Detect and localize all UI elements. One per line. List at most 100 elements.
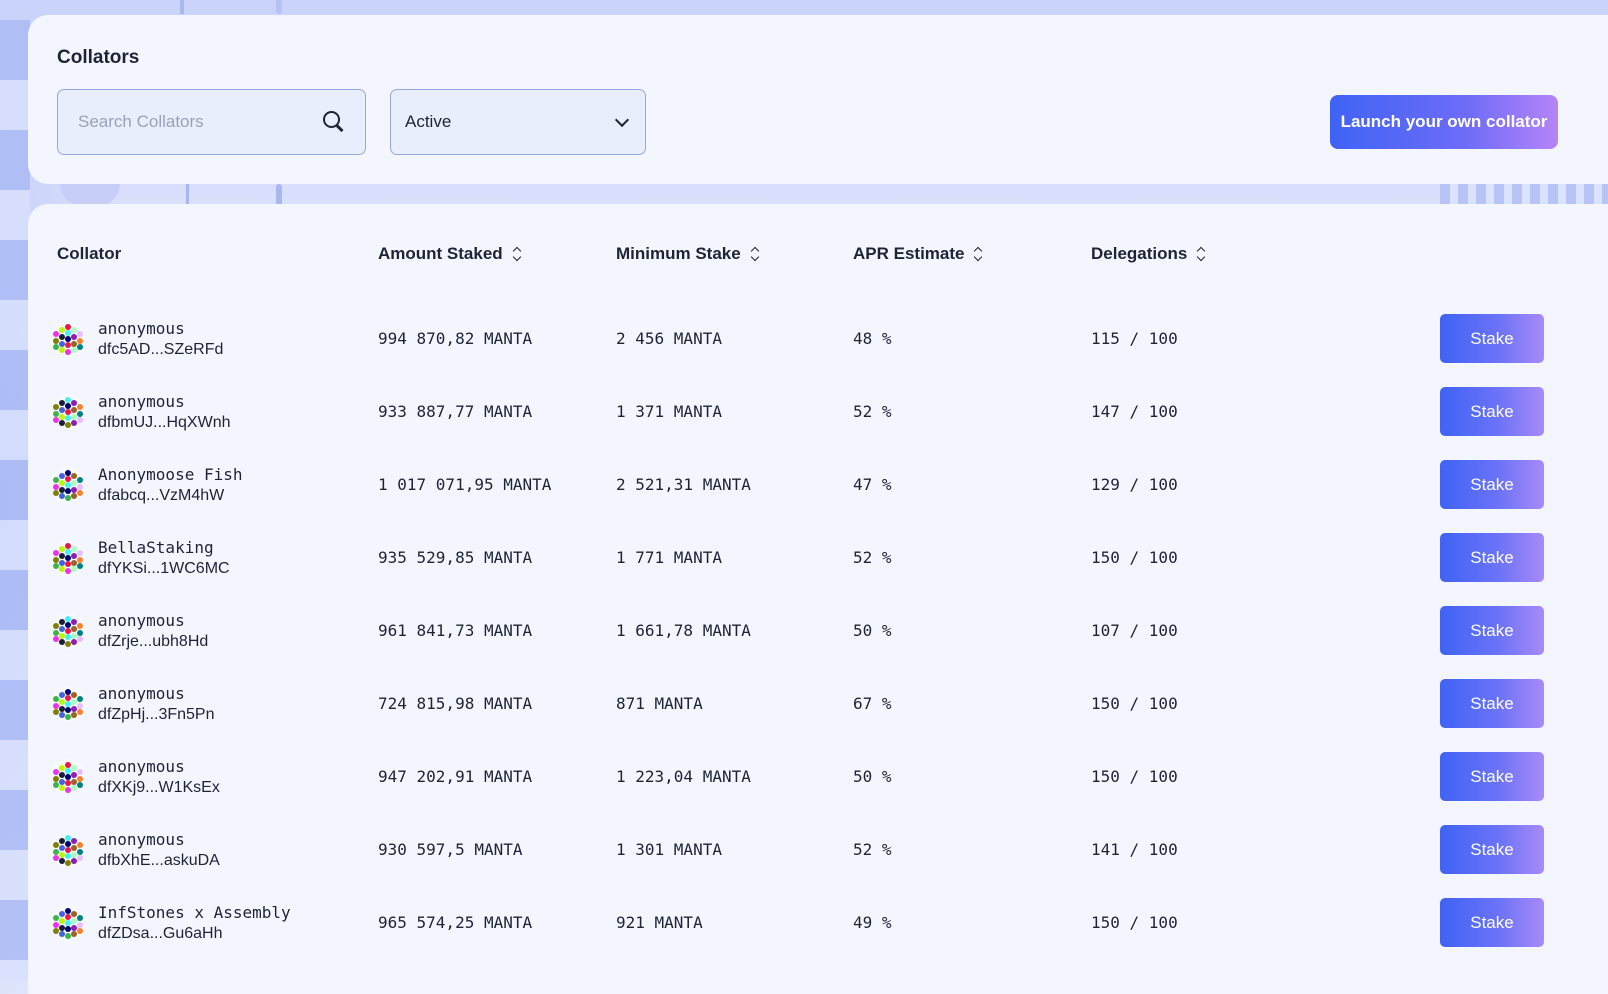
minimum-stake: 2 521,31 MANTA <box>616 475 751 494</box>
identicon-dot <box>59 545 65 552</box>
collator-address: dfXKj9...W1KsEx <box>98 778 220 796</box>
stake-button[interactable]: Stake <box>1440 679 1544 728</box>
identicon-dot <box>65 700 71 707</box>
identicon-dot <box>53 921 59 928</box>
identicon-dot <box>65 396 71 403</box>
identicon-dot <box>65 554 71 561</box>
header-min-label: Minimum Stake <box>616 244 741 263</box>
status-dropdown[interactable]: Active <box>390 89 646 155</box>
launch-collator-button[interactable]: Launch your own collator <box>1330 95 1558 149</box>
identicon-dot <box>71 764 77 771</box>
collator-address: dfabcq...VzM4hW <box>98 486 225 504</box>
identicon-dot <box>53 629 59 636</box>
minimum-stake: 921 MANTA <box>616 913 703 932</box>
stake-button[interactable]: Stake <box>1440 460 1544 509</box>
header-delegations[interactable]: Delegations <box>1091 244 1205 264</box>
identicon-dot <box>53 343 59 350</box>
avatar <box>50 758 86 795</box>
sort-icon[interactable] <box>1197 247 1205 261</box>
identicon-dot <box>71 472 77 479</box>
identicon-dot <box>59 705 65 712</box>
identicon-dot <box>71 784 77 791</box>
collator-address: dfZpHj...3Fn5Pn <box>98 705 215 723</box>
identicon-dot <box>77 403 83 410</box>
identicon-dot <box>59 771 65 778</box>
identicon-dot <box>65 919 71 926</box>
sort-icon[interactable] <box>974 247 982 261</box>
avatar <box>50 466 86 503</box>
identicon-dot <box>65 779 71 786</box>
amount-staked: 1 017 071,95 MANTA <box>378 475 552 494</box>
identicon-dot <box>71 625 77 632</box>
stake-button[interactable]: Stake <box>1440 825 1544 874</box>
identicon-dot <box>77 629 83 636</box>
search-box[interactable] <box>57 89 366 155</box>
collator-cell: InfStones x Assembly dfZDsa...Gu6aHh <box>50 886 291 959</box>
search-input[interactable] <box>78 112 323 132</box>
identicon-dot <box>59 764 65 771</box>
identicon-dot <box>71 910 77 917</box>
delegations: 115 / 100 <box>1091 329 1178 348</box>
table-row: InfStones x Assembly dfZDsa...Gu6aHh 965… <box>28 886 1608 959</box>
header-amount-staked[interactable]: Amount Staked <box>378 244 521 264</box>
stake-button[interactable]: Stake <box>1440 752 1544 801</box>
identicon-dot <box>53 483 59 490</box>
identicon-dot <box>71 691 77 698</box>
identicon-dot <box>71 917 77 924</box>
sort-icon[interactable] <box>513 247 521 261</box>
identicon-dot <box>65 329 71 336</box>
identicon-dot <box>65 932 71 939</box>
identicon-dot <box>53 854 59 861</box>
apr-estimate: 49 % <box>853 913 892 932</box>
identicon-dot <box>71 326 77 333</box>
identicon-dot <box>71 771 77 778</box>
identicon-dot <box>59 472 65 479</box>
stake-button[interactable]: Stake <box>1440 314 1544 363</box>
identicon-dot <box>53 781 59 788</box>
identicon-dot <box>59 340 65 347</box>
identicon-dot <box>65 688 71 695</box>
identicon-dot <box>59 346 65 353</box>
stake-button[interactable]: Stake <box>1440 533 1544 582</box>
identicon-dot <box>71 340 77 347</box>
search-icon[interactable] <box>323 111 345 133</box>
identicon-dot <box>53 841 59 848</box>
identicon-dot <box>59 924 65 931</box>
identicon-dot <box>65 859 71 866</box>
identicon-dot <box>77 330 83 337</box>
collator-cell: anonymous dfc5AD...SZeRFd <box>50 302 223 375</box>
table-row: anonymous dfc5AD...SZeRFd 994 870,82 MAN… <box>28 302 1608 375</box>
identicon-dot <box>65 713 71 720</box>
stake-button[interactable]: Stake <box>1440 606 1544 655</box>
identicon-dot <box>59 565 65 572</box>
identicon-dot <box>71 406 77 413</box>
identicon-dot <box>77 489 83 496</box>
apr-estimate: 50 % <box>853 621 892 640</box>
collator-address: dfZDsa...Gu6aHh <box>98 924 223 942</box>
header-minimum-stake[interactable]: Minimum Stake <box>616 244 759 264</box>
identicon-dot <box>77 914 83 921</box>
delegations: 150 / 100 <box>1091 767 1178 786</box>
identicon-dot <box>59 691 65 698</box>
stake-button[interactable]: Stake <box>1440 898 1544 947</box>
identicon-dot <box>77 549 83 556</box>
apr-estimate: 52 % <box>853 548 892 567</box>
identicon-dot <box>65 773 71 780</box>
delegations: 141 / 100 <box>1091 840 1178 859</box>
identicon-dot <box>71 565 77 572</box>
identicon-dot <box>77 476 83 483</box>
identicon-dot <box>65 840 71 847</box>
collator-cell: BellaStaking dfYKSi...1WC6MC <box>50 521 230 594</box>
identicon-dot <box>59 632 65 639</box>
collators-table: Collator Amount Staked Minimum Stake APR… <box>28 204 1608 994</box>
sort-icon[interactable] <box>751 247 759 261</box>
background-decoration <box>276 184 282 204</box>
identicon-dot <box>77 702 83 709</box>
stake-button[interactable]: Stake <box>1440 387 1544 436</box>
header-apr-label: APR Estimate <box>853 244 965 263</box>
header-apr-estimate[interactable]: APR Estimate <box>853 244 982 264</box>
identicon-dot <box>65 335 71 342</box>
avatar <box>50 685 86 722</box>
identicon-dot <box>53 556 59 563</box>
amount-staked: 947 202,91 MANTA <box>378 767 533 786</box>
